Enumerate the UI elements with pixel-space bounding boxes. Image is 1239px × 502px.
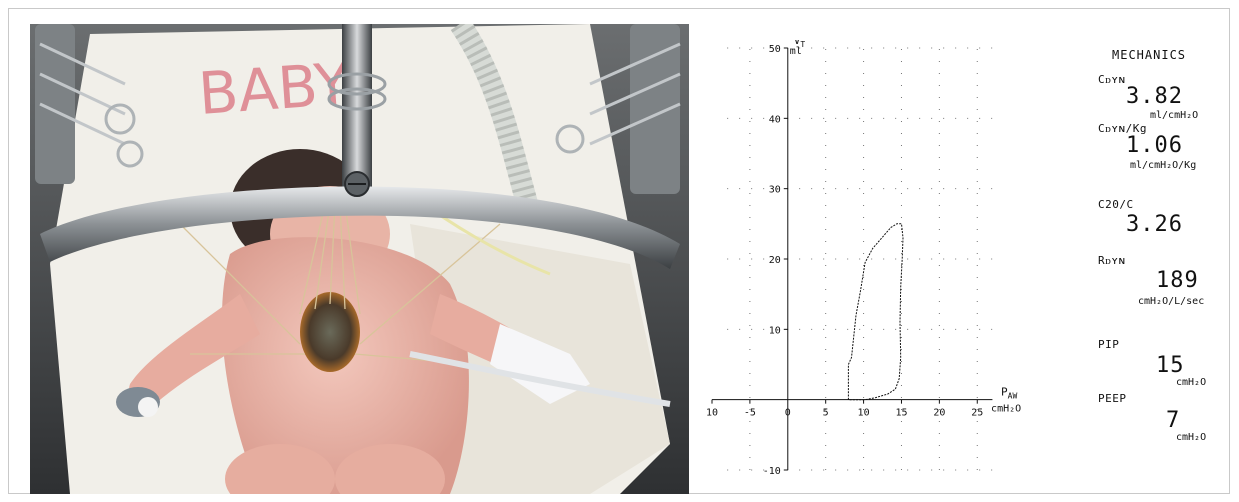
- y-tick-label: 40: [769, 114, 781, 125]
- x-tick-label: 10: [858, 408, 870, 419]
- cdyn-label: Cᴅʏɴ: [1098, 73, 1126, 86]
- cdynkg-unit: ml/cmH₂O/Kg: [1130, 160, 1197, 171]
- mechanics-title: MECHANICS: [1112, 48, 1187, 62]
- x-axis-unit: cmH₂O: [991, 404, 1021, 415]
- cdynkg-value: 1.06: [1126, 133, 1183, 158]
- mechanics-panel: MECHANICS Cᴅʏɴ 3.82 ml/cmH₂O Cᴅʏɴ/Kg 1.0…: [1092, 48, 1227, 458]
- chart-axes: [711, 47, 993, 471]
- x-tick-label: 0: [785, 408, 791, 419]
- cdynkg-label: Cᴅʏɴ/Kg: [1098, 122, 1148, 135]
- cdyn-value: 3.82: [1126, 84, 1183, 109]
- pip-unit: cmH₂O: [1176, 377, 1207, 388]
- y-tick-label: -10: [763, 466, 781, 477]
- y-tick-label: 50: [769, 44, 781, 55]
- side-springs: [35, 24, 680, 194]
- chart-grid: [727, 47, 993, 471]
- pip-value: 15: [1156, 353, 1185, 378]
- peep-label: PEEP: [1098, 392, 1127, 405]
- chart-tick-labels: 10 -5 0 5 10 15 20 25 50 40 30 20 10 -10: [706, 44, 983, 477]
- y-axis-unit: ml: [790, 46, 802, 57]
- rdyn-label: Rᴅʏɴ: [1098, 254, 1126, 267]
- y-tick-label: 30: [769, 185, 781, 196]
- y-tick-label: 20: [769, 255, 781, 266]
- x-tick-label: 5: [823, 408, 829, 419]
- chest-wound: [300, 292, 360, 372]
- y-tick-label: 10: [769, 325, 781, 336]
- peep-unit: cmH₂O: [1176, 432, 1207, 443]
- rdyn-value: 189: [1156, 268, 1199, 293]
- x-tick-label: 10: [706, 408, 718, 419]
- pv-loop-panel: 10 -5 0 5 10 15 20 25 50 40 30 20 10 -10 VT ml PAW cm…: [700, 34, 1080, 485]
- c20c-label: C20/C: [1098, 198, 1134, 211]
- pv-loop-line: [847, 223, 904, 401]
- baby-marker-text: BABY: [196, 50, 352, 128]
- neonate-photo: BABY: [30, 24, 689, 494]
- rdyn-unit: cmH₂O/L/sec: [1138, 296, 1205, 307]
- peep-value: 7: [1166, 408, 1181, 433]
- cdyn-unit: ml/cmH₂O: [1150, 110, 1199, 121]
- y-axis-label: VT: [794, 40, 806, 49]
- x-tick-label: -5: [744, 408, 756, 419]
- baby-left-arm: [129, 294, 260, 406]
- retractor-bar: [40, 186, 680, 269]
- c20c-value: 3.26: [1126, 212, 1183, 237]
- x-tick-label: 25: [971, 408, 983, 419]
- baby-legs: [225, 444, 335, 494]
- x-axis-label: PAW: [1001, 386, 1017, 401]
- suture-threads: [179, 203, 501, 365]
- iv-line: [409, 351, 671, 407]
- pip-label: PIP: [1098, 338, 1120, 351]
- x-tick-label: 15: [895, 408, 907, 419]
- x-tick-label: 20: [933, 408, 945, 419]
